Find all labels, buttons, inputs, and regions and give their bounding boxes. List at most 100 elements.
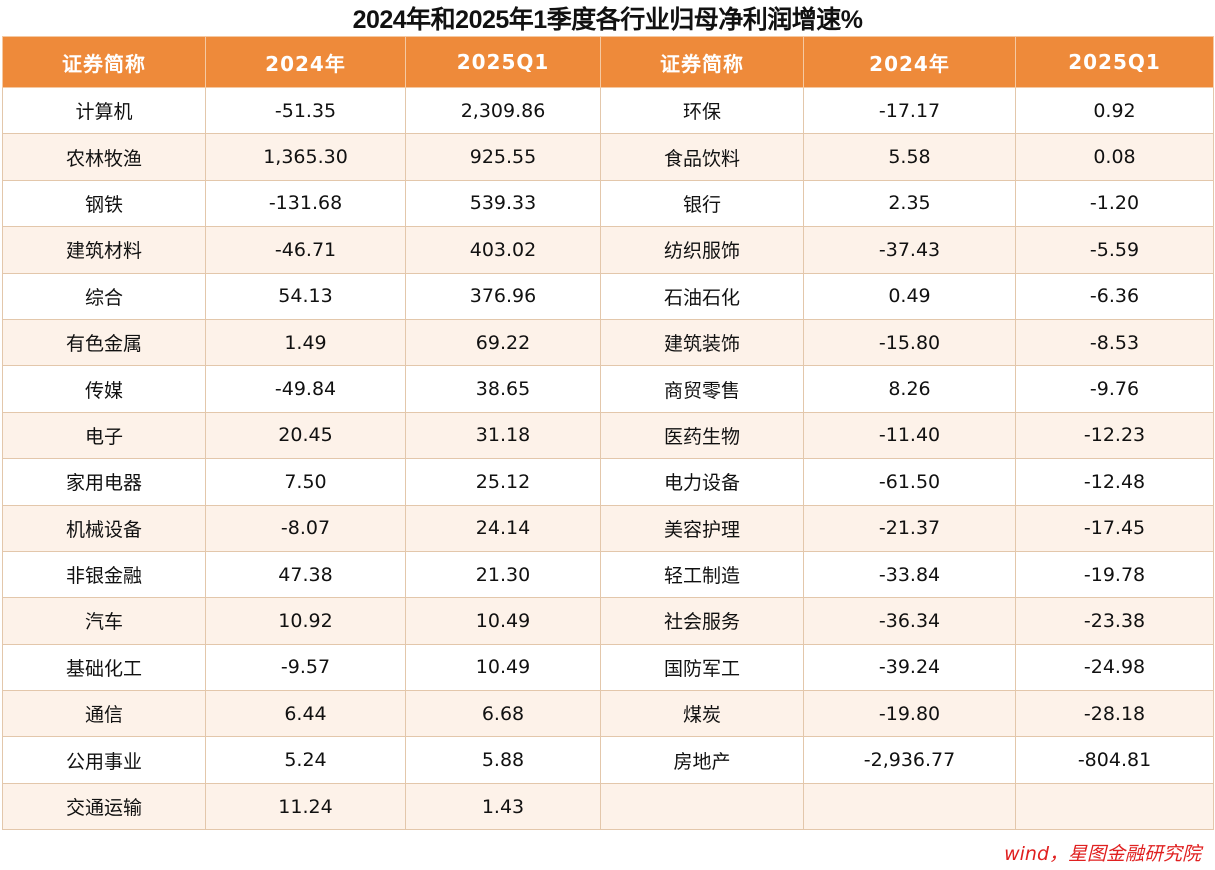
left-industry-name-cell: 家用电器: [2, 458, 206, 506]
left-industry-name-cell: 计算机: [2, 86, 206, 135]
table-row: 传媒 -49.84 38.65 商贸零售 8.26 -9.76: [2, 365, 1214, 413]
left-value-2024-cell: 47.38: [205, 550, 406, 599]
header-2025q1-right: 2025Q1: [1015, 36, 1214, 88]
table-row: 机械设备 -8.07 24.14 美容护理 -21.37 -17.45: [2, 504, 1214, 552]
right-value-2025q1-cell: 0.92: [1015, 86, 1214, 135]
table-row: 农林牧渔 1,365.30 925.55 食品饮料 5.58 0.08: [2, 133, 1214, 181]
table-row: 计算机 -51.35 2,309.86 环保 -17.17 0.92: [2, 86, 1214, 135]
right-value-2024-cell: -19.80: [803, 690, 1016, 738]
left-value-2024-cell: -8.07: [205, 504, 406, 552]
growth-table: 证券简称 2024年 2025Q1 证券简称 2024年 2025Q1 计算机 -…: [2, 36, 1214, 831]
right-value-2025q1-cell: -23.38: [1015, 597, 1214, 645]
left-industry-name-cell: 钢铁: [2, 179, 206, 228]
right-value-2024-cell: -39.24: [803, 643, 1016, 692]
right-value-2025q1-cell: -804.81: [1015, 736, 1214, 784]
right-industry-name-cell: 电力设备: [600, 458, 804, 506]
header-2024-right: 2024年: [803, 36, 1016, 88]
right-value-2024-cell: -11.40: [803, 411, 1016, 460]
left-industry-name-cell: 机械设备: [2, 504, 206, 552]
left-value-2025q1-cell: 6.68: [405, 690, 601, 738]
page-title: 2024年和2025年1季度各行业归母净利润增速%: [352, 6, 863, 34]
header-2025q1-left: 2025Q1: [405, 36, 601, 88]
right-industry-name-cell: 社会服务: [600, 597, 804, 645]
right-value-2024-cell: 0.49: [803, 272, 1016, 320]
right-value-2025q1-cell: 0.08: [1015, 133, 1214, 181]
left-industry-name-cell: 农林牧渔: [2, 133, 206, 181]
left-value-2025q1-cell: 539.33: [405, 179, 601, 228]
left-value-2025q1-cell: 25.12: [405, 458, 601, 506]
left-value-2025q1-cell: 925.55: [405, 133, 601, 181]
right-industry-name-cell: 煤炭: [600, 690, 804, 738]
right-industry-name-cell: 轻工制造: [600, 550, 804, 599]
right-value-2025q1-cell: -19.78: [1015, 550, 1214, 599]
left-value-2025q1-cell: 403.02: [405, 226, 601, 274]
right-industry-name-cell: 建筑装饰: [600, 318, 804, 367]
left-value-2024-cell: -51.35: [205, 86, 406, 135]
right-value-2025q1-cell: -24.98: [1015, 643, 1214, 692]
left-value-2025q1-cell: 10.49: [405, 643, 601, 692]
table-row: 基础化工 -9.57 10.49 国防军工 -39.24 -24.98: [2, 643, 1214, 692]
right-value-2025q1-cell: -5.59: [1015, 226, 1214, 274]
right-value-2025q1-cell: -8.53: [1015, 318, 1214, 367]
left-industry-name-cell: 基础化工: [2, 643, 206, 692]
right-value-2025q1-cell: -1.20: [1015, 179, 1214, 228]
left-industry-name-cell: 传媒: [2, 365, 206, 413]
table-row: 汽车 10.92 10.49 社会服务 -36.34 -23.38: [2, 597, 1214, 645]
right-industry-name-cell: 石油石化: [600, 272, 804, 320]
left-value-2024-cell: 6.44: [205, 690, 406, 738]
right-value-2024-cell: [803, 782, 1016, 831]
left-industry-name-cell: 非银金融: [2, 550, 206, 599]
right-value-2025q1-cell: -17.45: [1015, 504, 1214, 552]
table-row: 公用事业 5.24 5.88 房地产 -2,936.77 -804.81: [2, 736, 1214, 784]
left-value-2024-cell: 5.24: [205, 736, 406, 784]
table-row: 非银金融 47.38 21.30 轻工制造 -33.84 -19.78: [2, 550, 1214, 599]
left-value-2024-cell: -46.71: [205, 226, 406, 274]
right-value-2024-cell: -15.80: [803, 318, 1016, 367]
right-value-2024-cell: -21.37: [803, 504, 1016, 552]
header-name-left: 证券简称: [2, 36, 206, 88]
source-note: wind，星图金融研究院: [1004, 843, 1201, 865]
right-industry-name-cell: [600, 782, 804, 831]
right-value-2024-cell: -61.50: [803, 458, 1016, 506]
right-value-2024-cell: 5.58: [803, 133, 1016, 181]
right-value-2024-cell: 2.35: [803, 179, 1016, 228]
left-value-2024-cell: -49.84: [205, 365, 406, 413]
left-value-2024-cell: 54.13: [205, 272, 406, 320]
right-value-2025q1-cell: -6.36: [1015, 272, 1214, 320]
right-industry-name-cell: 房地产: [600, 736, 804, 784]
header-name-right: 证券简称: [600, 36, 804, 88]
right-value-2024-cell: -33.84: [803, 550, 1016, 599]
left-value-2025q1-cell: 10.49: [405, 597, 601, 645]
left-value-2024-cell: 11.24: [205, 782, 406, 831]
right-industry-name-cell: 国防军工: [600, 643, 804, 692]
right-industry-name-cell: 医药生物: [600, 411, 804, 460]
right-value-2025q1-cell: -9.76: [1015, 365, 1214, 413]
header-2024-left: 2024年: [205, 36, 406, 88]
right-value-2024-cell: 8.26: [803, 365, 1016, 413]
right-value-2025q1-cell: -12.23: [1015, 411, 1214, 460]
left-value-2025q1-cell: 21.30: [405, 550, 601, 599]
table-row: 交通运输 11.24 1.43: [2, 782, 1214, 831]
left-value-2025q1-cell: 1.43: [405, 782, 601, 831]
right-industry-name-cell: 纺织服饰: [600, 226, 804, 274]
left-value-2024-cell: 20.45: [205, 411, 406, 460]
left-value-2025q1-cell: 24.14: [405, 504, 601, 552]
left-value-2024-cell: -131.68: [205, 179, 406, 228]
left-value-2025q1-cell: 38.65: [405, 365, 601, 413]
right-value-2024-cell: -17.17: [803, 86, 1016, 135]
right-industry-name-cell: 银行: [600, 179, 804, 228]
right-industry-name-cell: 食品饮料: [600, 133, 804, 181]
right-industry-name-cell: 商贸零售: [600, 365, 804, 413]
left-industry-name-cell: 汽车: [2, 597, 206, 645]
right-value-2024-cell: -2,936.77: [803, 736, 1016, 784]
table-header-row: 证券简称 2024年 2025Q1 证券简称 2024年 2025Q1: [2, 36, 1214, 88]
left-value-2024-cell: -9.57: [205, 643, 406, 692]
right-value-2024-cell: -36.34: [803, 597, 1016, 645]
table-row: 家用电器 7.50 25.12 电力设备 -61.50 -12.48: [2, 458, 1214, 506]
left-value-2025q1-cell: 31.18: [405, 411, 601, 460]
left-industry-name-cell: 电子: [2, 411, 206, 460]
left-value-2024-cell: 10.92: [205, 597, 406, 645]
left-industry-name-cell: 公用事业: [2, 736, 206, 784]
left-value-2025q1-cell: 376.96: [405, 272, 601, 320]
right-industry-name-cell: 环保: [600, 86, 804, 135]
